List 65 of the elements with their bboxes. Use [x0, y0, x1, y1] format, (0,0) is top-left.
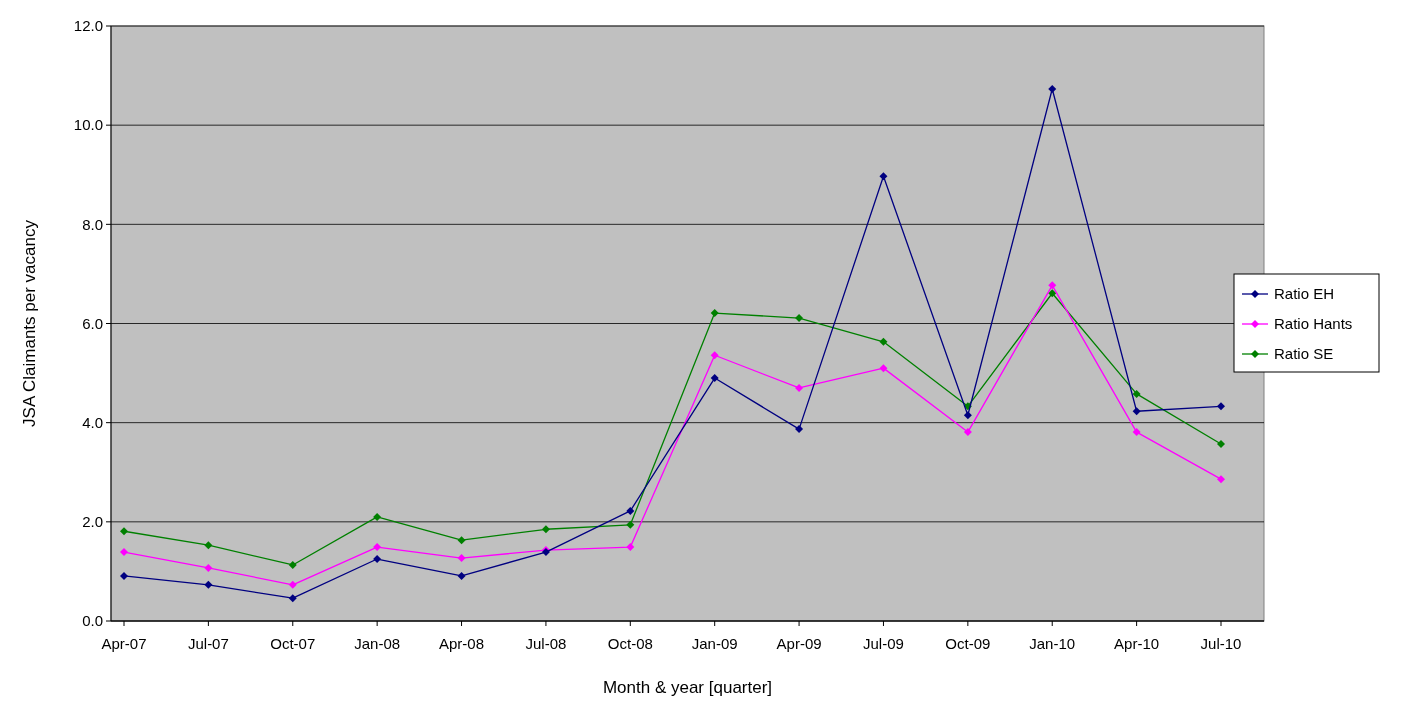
point [879, 364, 888, 373]
point [795, 425, 804, 434]
x-tick-label: Jan-08 [354, 635, 401, 652]
legend-label: Ratio EH [1274, 285, 1335, 303]
x-tick-label: Oct-08 [607, 635, 653, 652]
legend-label: Ratio SE [1274, 345, 1334, 363]
point [204, 580, 213, 589]
point [1217, 475, 1225, 484]
point [457, 536, 466, 545]
x-tick-label: Oct-09 [945, 635, 991, 652]
point [626, 506, 635, 515]
point [1048, 289, 1057, 298]
point [288, 580, 297, 589]
point [710, 309, 719, 318]
point [1048, 84, 1057, 93]
point [373, 555, 382, 564]
x-tick-label: Apr-08 [439, 635, 485, 652]
point [541, 525, 550, 534]
point [710, 351, 719, 360]
x-tick-label: Jan-10 [1029, 635, 1076, 652]
y-axis-title: JSA Claimants per vacancy [20, 219, 39, 427]
point [1217, 439, 1225, 448]
y-tick-label: 2.0 [82, 513, 103, 531]
x-axis-title: Month & year [quarter] [602, 678, 773, 697]
y-tick-label: 4.0 [82, 413, 103, 431]
x-tick-label: Apr-07 [101, 635, 147, 652]
y-tick-label: 6.0 [82, 314, 103, 332]
x-tick-label: Jul-10 [1200, 635, 1242, 652]
y-tick-label: 10.0 [73, 116, 103, 134]
y-tick-label: 0.0 [82, 612, 103, 630]
point [373, 512, 382, 521]
y-tick-label: 12.0 [73, 17, 103, 35]
point [626, 543, 635, 552]
point [795, 314, 804, 323]
point [879, 337, 888, 346]
point [457, 571, 466, 580]
point [1217, 402, 1225, 411]
x-tick-label: Apr-09 [776, 635, 822, 652]
point [1132, 407, 1141, 416]
point [1132, 389, 1141, 398]
point [879, 172, 888, 181]
x-tick-label: Oct-07 [270, 635, 316, 652]
x-tick-label: Jul-07 [187, 635, 229, 652]
point [120, 548, 128, 557]
point [204, 563, 213, 572]
point [963, 428, 972, 437]
point [373, 543, 382, 552]
point [795, 383, 804, 392]
x-tick-label: Jul-08 [525, 635, 567, 652]
y-tick-label: 8.0 [82, 215, 103, 233]
point [288, 594, 297, 603]
point [120, 571, 128, 580]
point [1048, 281, 1057, 290]
legend-label: Ratio Hants [1274, 315, 1353, 333]
x-tick-label: Apr-10 [1114, 635, 1160, 652]
point [626, 520, 635, 529]
point [963, 411, 972, 420]
point [457, 554, 466, 563]
point [204, 541, 213, 550]
point [288, 560, 297, 569]
x-tick-label: Jul-09 [863, 635, 904, 652]
x-tick-label: Jan-09 [691, 635, 738, 652]
point [120, 527, 128, 536]
point [710, 374, 719, 383]
point [1132, 428, 1141, 437]
